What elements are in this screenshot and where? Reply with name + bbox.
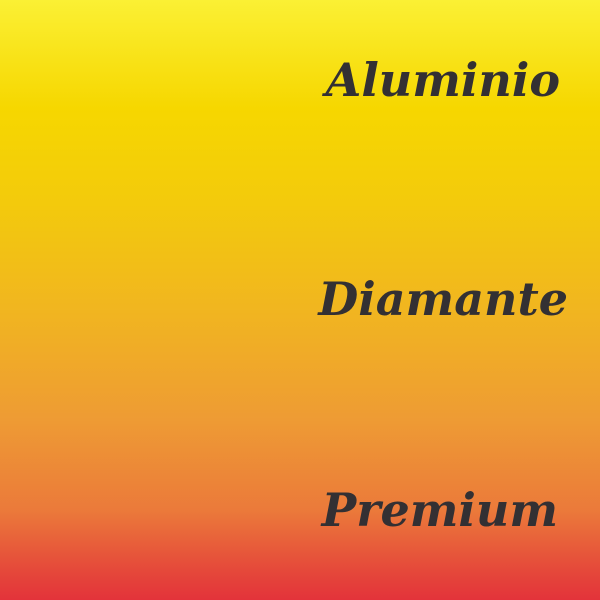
label-diamante: Diamante (318, 272, 568, 326)
label-premium: Premium (321, 483, 558, 537)
label-aluminio: Aluminio (325, 53, 560, 107)
